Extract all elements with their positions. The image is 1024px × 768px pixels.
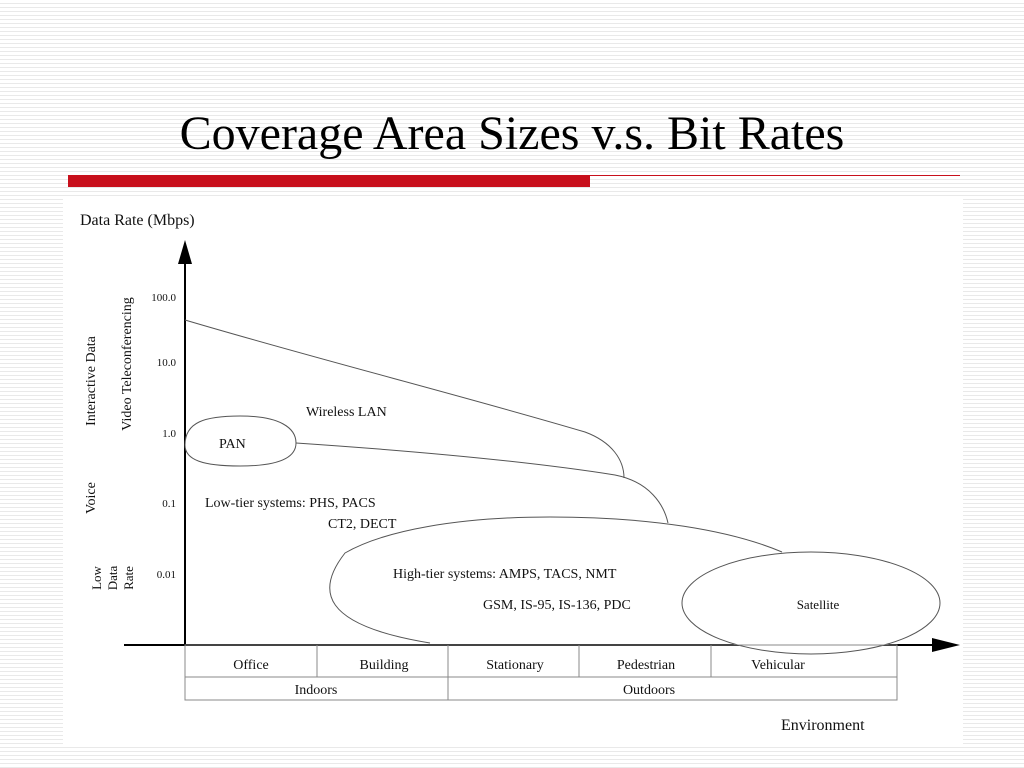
slide-title: Coverage Area Sizes v.s. Bit Rates bbox=[179, 107, 845, 160]
region-label-satellite: Satellite bbox=[797, 597, 840, 612]
region-label-wireless-lan: Wireless LAN bbox=[306, 405, 387, 420]
category-low-data-rate-line1: Low bbox=[89, 565, 104, 589]
high-tier-region bbox=[329, 516, 783, 644]
group-row bbox=[184, 676, 898, 701]
environment-vehicular: Vehicular bbox=[751, 658, 805, 673]
environment-pedestrian: Pedestrian bbox=[617, 658, 675, 673]
region-label-low-tier-line1: Low-tier systems: PHS, PACS bbox=[205, 496, 376, 511]
title-underline-bar bbox=[68, 175, 590, 187]
region-label-high-tier-line1: High-tier systems: AMPS, TACS, NMT bbox=[393, 567, 617, 582]
group-indoors: Indoors bbox=[295, 683, 338, 698]
environment-building: Building bbox=[359, 658, 408, 673]
environment-office: Office bbox=[233, 658, 269, 673]
y-tick-label: 1.0 bbox=[162, 428, 176, 440]
region-label-high-tier-line2: GSM, IS-95, IS-136, PDC bbox=[483, 598, 631, 613]
category-low-data-rate-line3: Rate bbox=[121, 566, 136, 590]
region-label-low-tier-line2: CT2, DECT bbox=[328, 517, 397, 532]
y-tick-label: 100.0 bbox=[151, 292, 176, 304]
wlan-boundary bbox=[184, 319, 625, 479]
category-interactive-data: Interactive Data bbox=[84, 335, 99, 426]
x-axis-arrow bbox=[932, 638, 960, 652]
y-axis-arrow bbox=[178, 240, 192, 264]
y-tick-label: 10.0 bbox=[157, 357, 177, 369]
region-label-pan: PAN bbox=[219, 437, 246, 452]
y-axis-title: Data Rate (Mbps) bbox=[80, 212, 195, 229]
x-axis-title: Environment bbox=[781, 717, 865, 734]
satellite-ellipse bbox=[681, 551, 941, 655]
category-voice: Voice bbox=[84, 482, 99, 514]
category-low-data-rate-line2: Data bbox=[105, 566, 120, 591]
category-video-teleconferencing: Video Teleconferencing bbox=[120, 297, 135, 431]
environment-stationary: Stationary bbox=[486, 658, 544, 673]
group-outdoors: Outdoors bbox=[623, 683, 675, 698]
y-tick-label: 0.1 bbox=[162, 498, 176, 510]
y-tick-label: 0.01 bbox=[157, 569, 176, 581]
low-tier-boundary bbox=[295, 442, 669, 524]
title-underline-line bbox=[590, 175, 960, 176]
